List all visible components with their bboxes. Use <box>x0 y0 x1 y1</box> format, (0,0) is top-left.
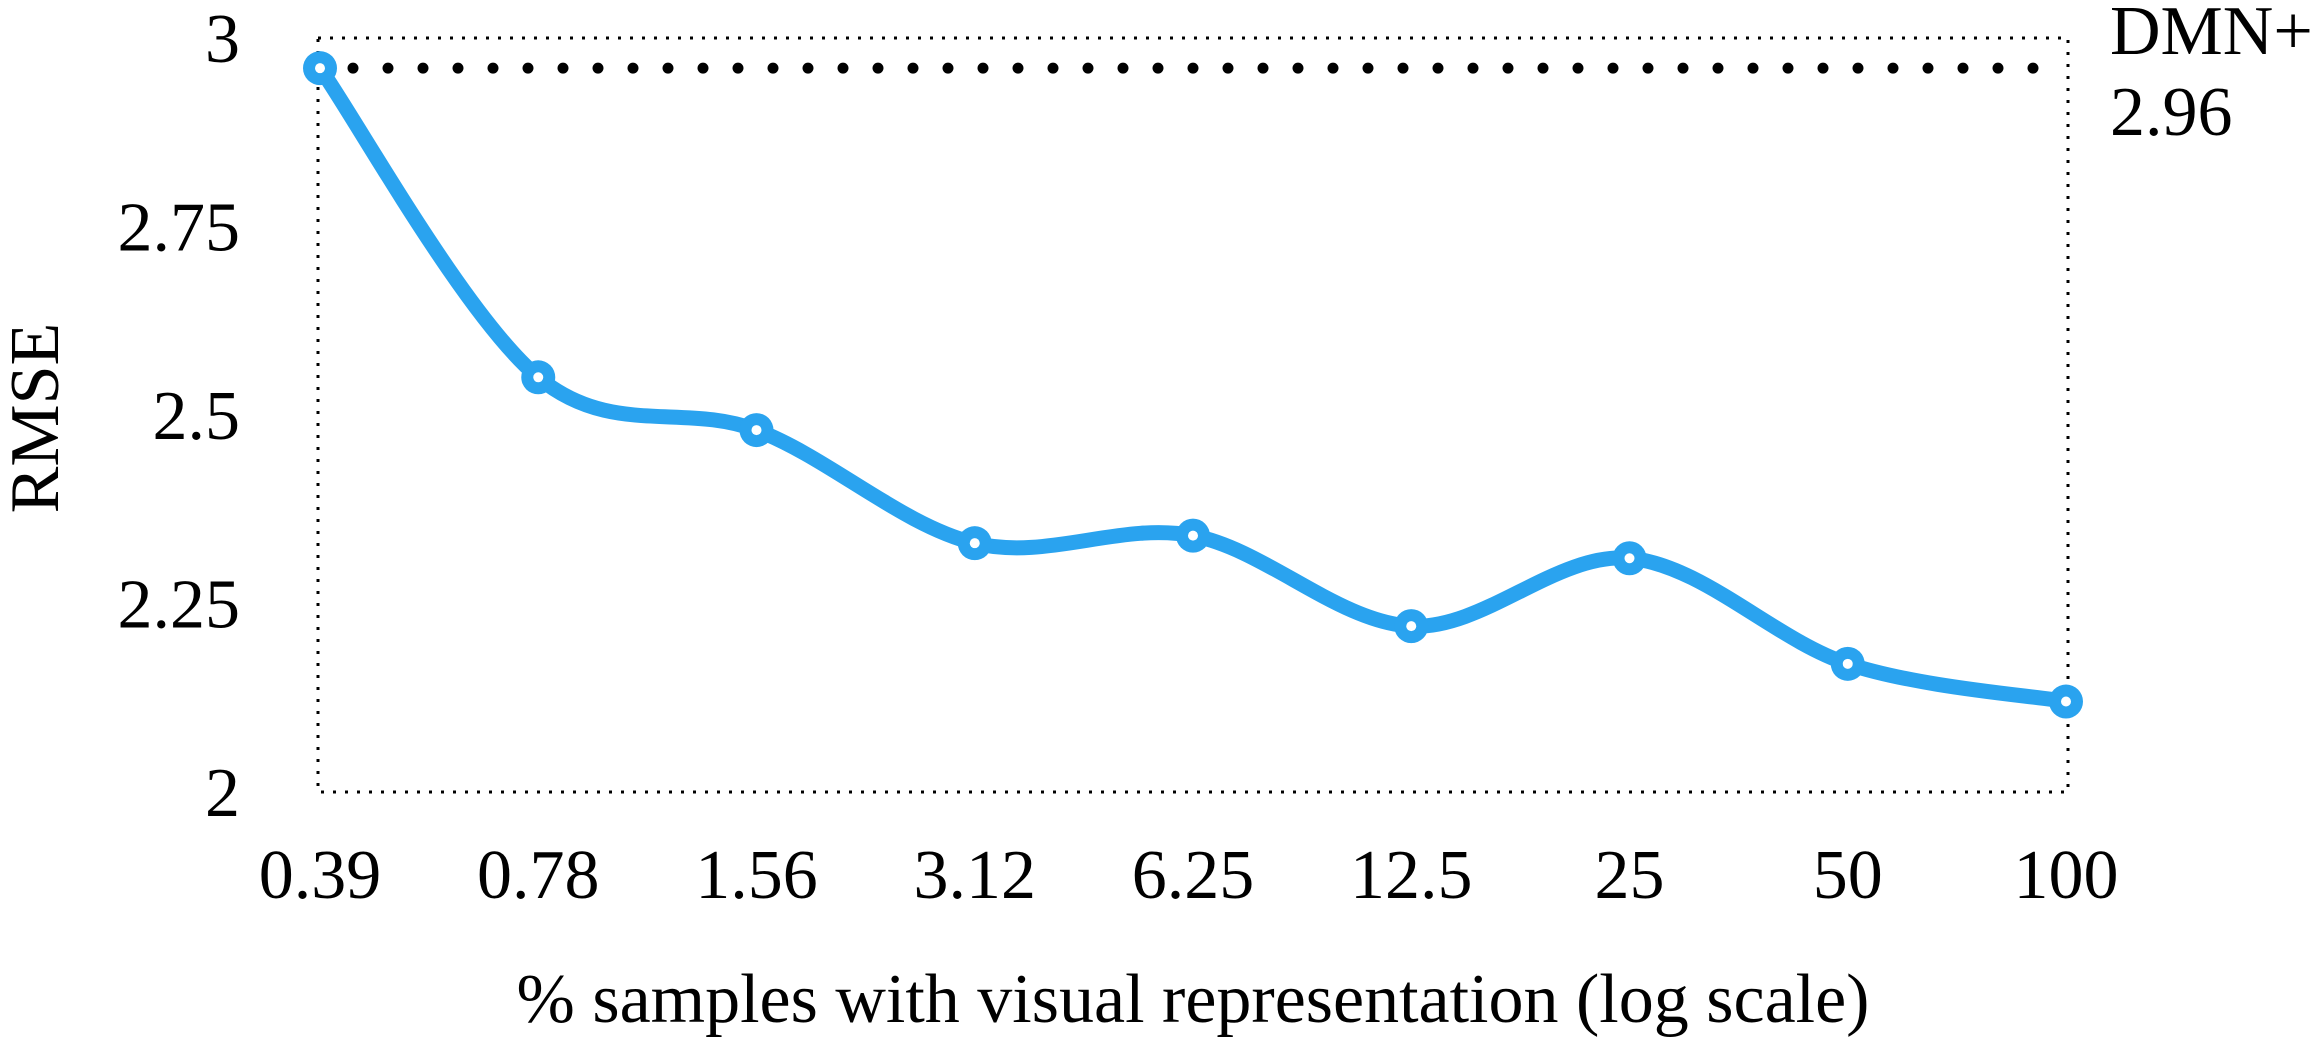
plot-frame <box>316 36 2070 794</box>
baseline-value-label: 2.96 <box>2110 74 2233 151</box>
y-tick-label: 2.75 <box>118 190 241 267</box>
x-axis-label: % samples with visual representation (lo… <box>517 961 1870 1038</box>
x-tick-label: 6.25 <box>1132 837 1255 914</box>
y-tick-label: 3 <box>205 1 240 78</box>
data-point-center <box>751 425 762 436</box>
data-point-center <box>969 538 980 549</box>
baseline-group: DMN+2.96 <box>312 0 2313 151</box>
data-point-center <box>2061 696 2071 707</box>
data-point-center <box>1842 658 1853 669</box>
y-axis-ticks: 2 2.25 2.5 2.75 3 <box>118 1 241 832</box>
x-tick-label: 12.5 <box>1350 837 1473 914</box>
x-axis-ticks: 0.39 0.78 1.56 3.12 6.25 12.5 25 50 100 <box>259 837 2119 914</box>
x-tick-label: 1.56 <box>695 837 818 914</box>
x-tick-label: 0.78 <box>477 837 600 914</box>
series-line <box>312 60 2074 710</box>
y-axis-label: RMSE <box>0 323 74 514</box>
y-tick-label: 2.5 <box>153 378 241 455</box>
x-tick-label: 100 <box>2014 837 2119 914</box>
data-point-center <box>533 372 544 383</box>
x-tick-label: 25 <box>1595 837 1665 914</box>
data-point-center <box>1624 553 1635 564</box>
x-tick-label: 0.39 <box>259 837 382 914</box>
series-group <box>303 51 2083 719</box>
data-point-center <box>1188 530 1198 541</box>
baseline-name-label: DMN+ <box>2110 0 2313 70</box>
data-point-center <box>315 63 325 74</box>
data-point-center <box>1406 621 1417 632</box>
x-tick-label: 50 <box>1813 837 1883 914</box>
y-tick-label: 2.25 <box>118 567 241 644</box>
x-tick-label: 3.12 <box>914 837 1037 914</box>
y-tick-label: 2 <box>205 755 240 832</box>
